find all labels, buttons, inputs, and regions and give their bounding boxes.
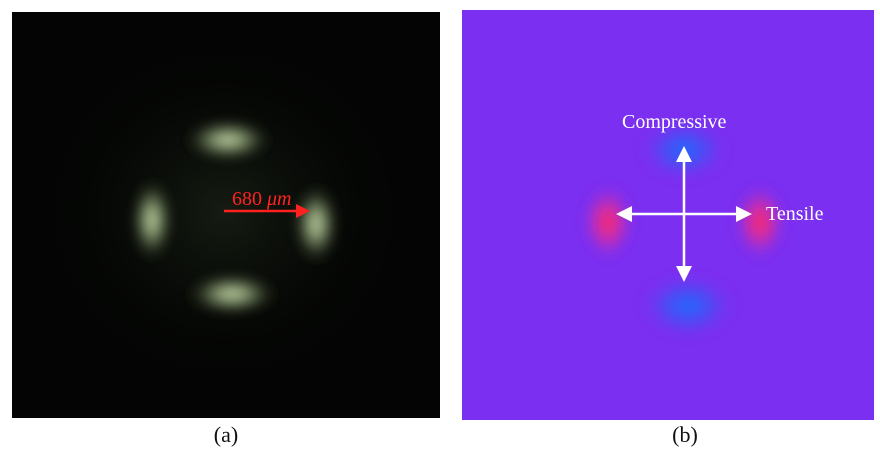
caption-a: (a) [213, 422, 239, 447]
tensile-label: Tensile [766, 203, 824, 225]
scale-unit: μm [267, 188, 292, 210]
tensile-region-left [580, 182, 636, 262]
stress-field-graphic [462, 10, 874, 420]
fringe-lobe-bottom [182, 272, 282, 316]
fringe-lobe-right [292, 180, 340, 268]
compressive-label: Compressive [622, 111, 727, 133]
fringe-pattern-graphic [12, 12, 440, 418]
compressive-region-bottom [638, 272, 738, 340]
scale-value: 680 [232, 188, 262, 210]
stress-direction-arrows [616, 146, 752, 282]
scale-label: 680 μm [232, 189, 291, 209]
fringe-lobe-left [130, 174, 174, 266]
caption-b: (b) [672, 422, 698, 447]
scale-arrowhead [296, 204, 310, 218]
photoelastic-image-panel: 680 μm [12, 12, 440, 418]
tensile-region-right [732, 182, 788, 262]
stress-field-panel: Compressive Tensile [462, 10, 874, 420]
fringe-lobe-top [180, 118, 276, 162]
